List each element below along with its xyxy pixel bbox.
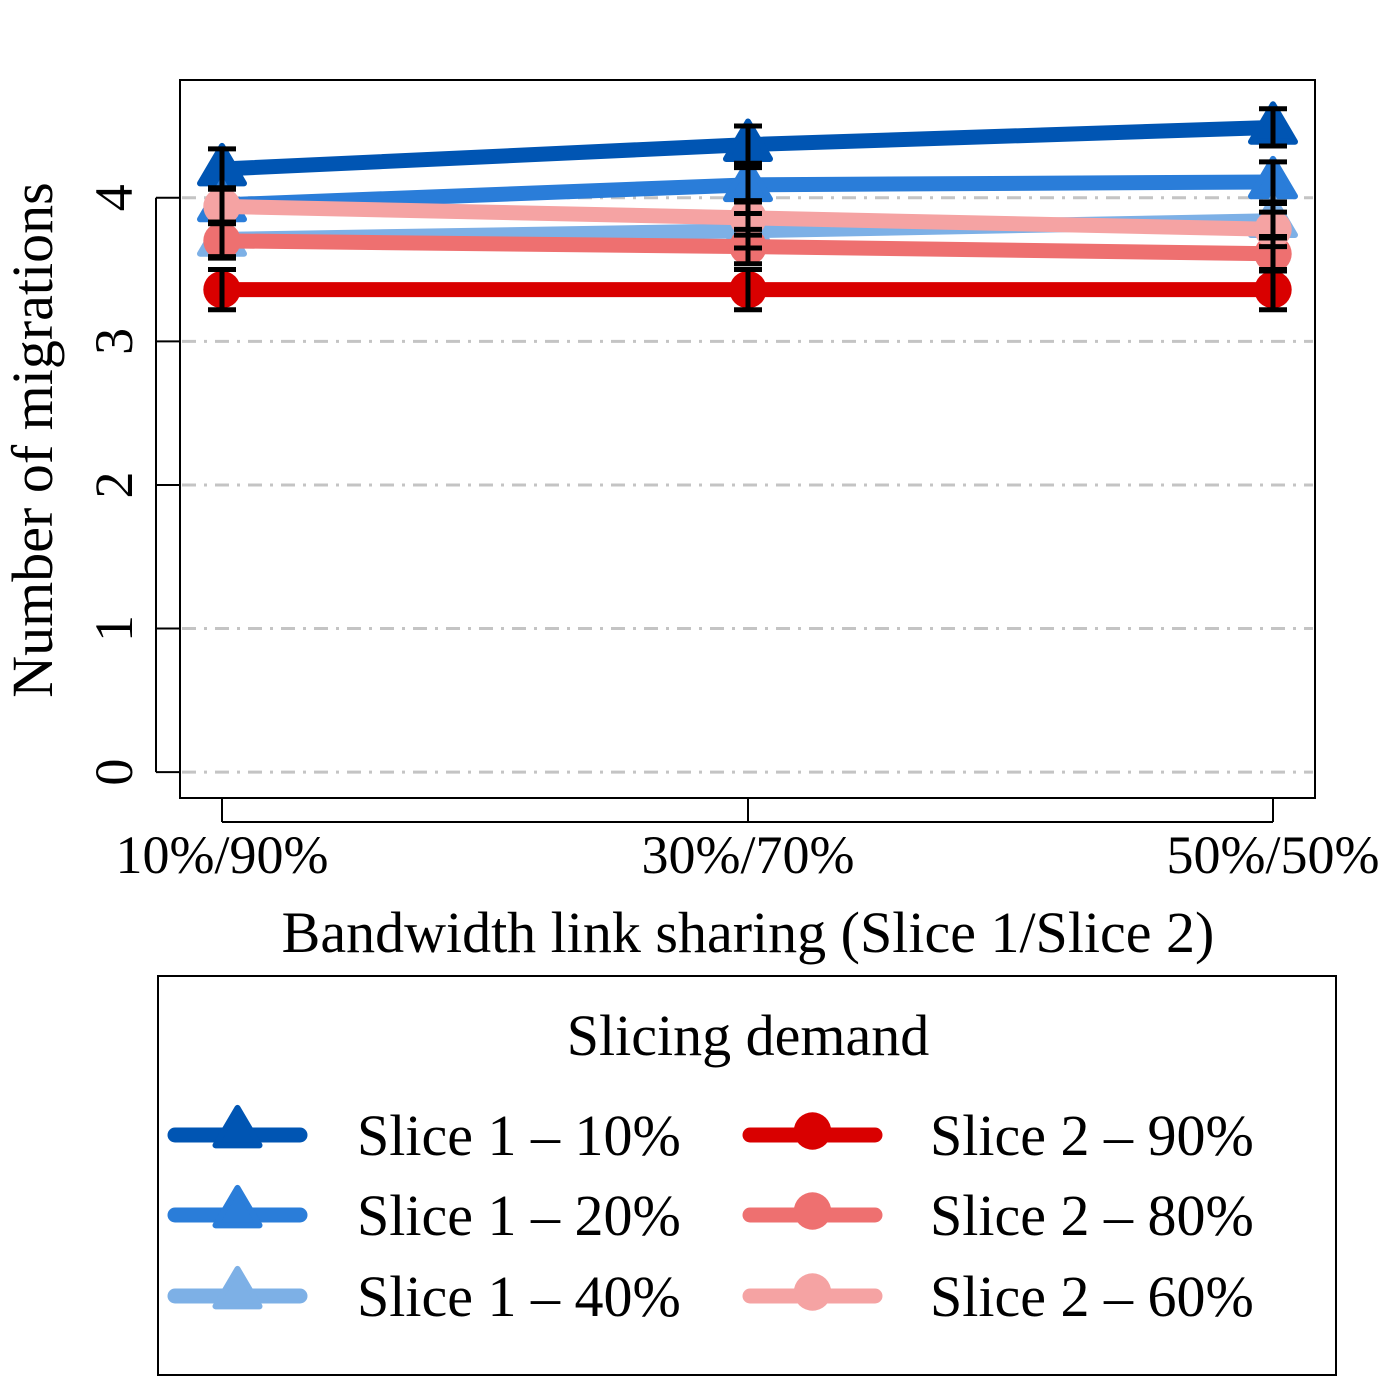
legend-label: Slice 2 – 80% (930, 1183, 1254, 1248)
legend-swatch-marker (793, 1273, 832, 1311)
legend-label: Slice 1 – 10% (357, 1103, 681, 1168)
legend-item: Slice 1 – 40% (167, 1264, 681, 1329)
legend-swatch-marker (212, 1265, 263, 1310)
legend-box (157, 975, 1337, 1376)
legend-items: Slice 1 – 10% Slice 1 – 20% Slice 1 – 40% S… (167, 1103, 1254, 1329)
x-tick-label: 30%/70% (642, 825, 855, 885)
error-bar (208, 186, 236, 227)
error-bar (208, 267, 236, 313)
error-bar (734, 198, 762, 238)
legend-label: Slice 2 – 90% (930, 1103, 1254, 1168)
legend-swatch-marker (212, 1184, 263, 1229)
error-bar (734, 267, 762, 313)
legend-swatch-marker (212, 1104, 263, 1149)
legend-item: Slice 1 – 10% (167, 1103, 681, 1168)
legend-label: Slice 2 – 60% (930, 1264, 1254, 1329)
legend-swatch-marker (793, 1192, 832, 1230)
x-axis-title: Bandwidth link sharing (Slice 1/Slice 2) (282, 900, 1215, 965)
x-axis: 10%/90% 30%/70% 50%/50% (116, 798, 1380, 885)
error-bars (208, 106, 1287, 313)
y-tick-label: 0 (84, 759, 144, 786)
legend: Slicing demand Slice 1 – 10% Slice 1 – 20… (157, 975, 1337, 1376)
y-tick-label: 2 (84, 471, 144, 498)
legend-swatch-marker (793, 1112, 832, 1150)
legend-item: Slice 2 – 90% (742, 1103, 1254, 1168)
error-bar (1259, 106, 1287, 149)
error-bar (1259, 209, 1287, 250)
legend-item: Slice 2 – 60% (742, 1264, 1254, 1329)
x-tick-label: 50%/50% (1167, 825, 1380, 885)
legend-label: Slice 1 – 40% (357, 1264, 681, 1329)
series-lines (197, 101, 1298, 309)
error-bar (734, 123, 762, 166)
y-tick-label: 1 (84, 615, 144, 642)
x-tick-label: 10%/90% (116, 825, 329, 885)
legend-item: Slice 1 – 20% (167, 1183, 681, 1248)
y-tick-label: 3 (84, 328, 144, 355)
y-axis: 0 1 2 3 4 (84, 184, 180, 786)
y-axis-title: Number of migrations (0, 182, 65, 697)
legend-label: Slice 1 – 20% (357, 1183, 681, 1248)
legend-title: Slicing demand (567, 1003, 929, 1068)
y-tick-label: 4 (84, 184, 144, 211)
legend-item: Slice 2 – 80% (742, 1183, 1254, 1248)
